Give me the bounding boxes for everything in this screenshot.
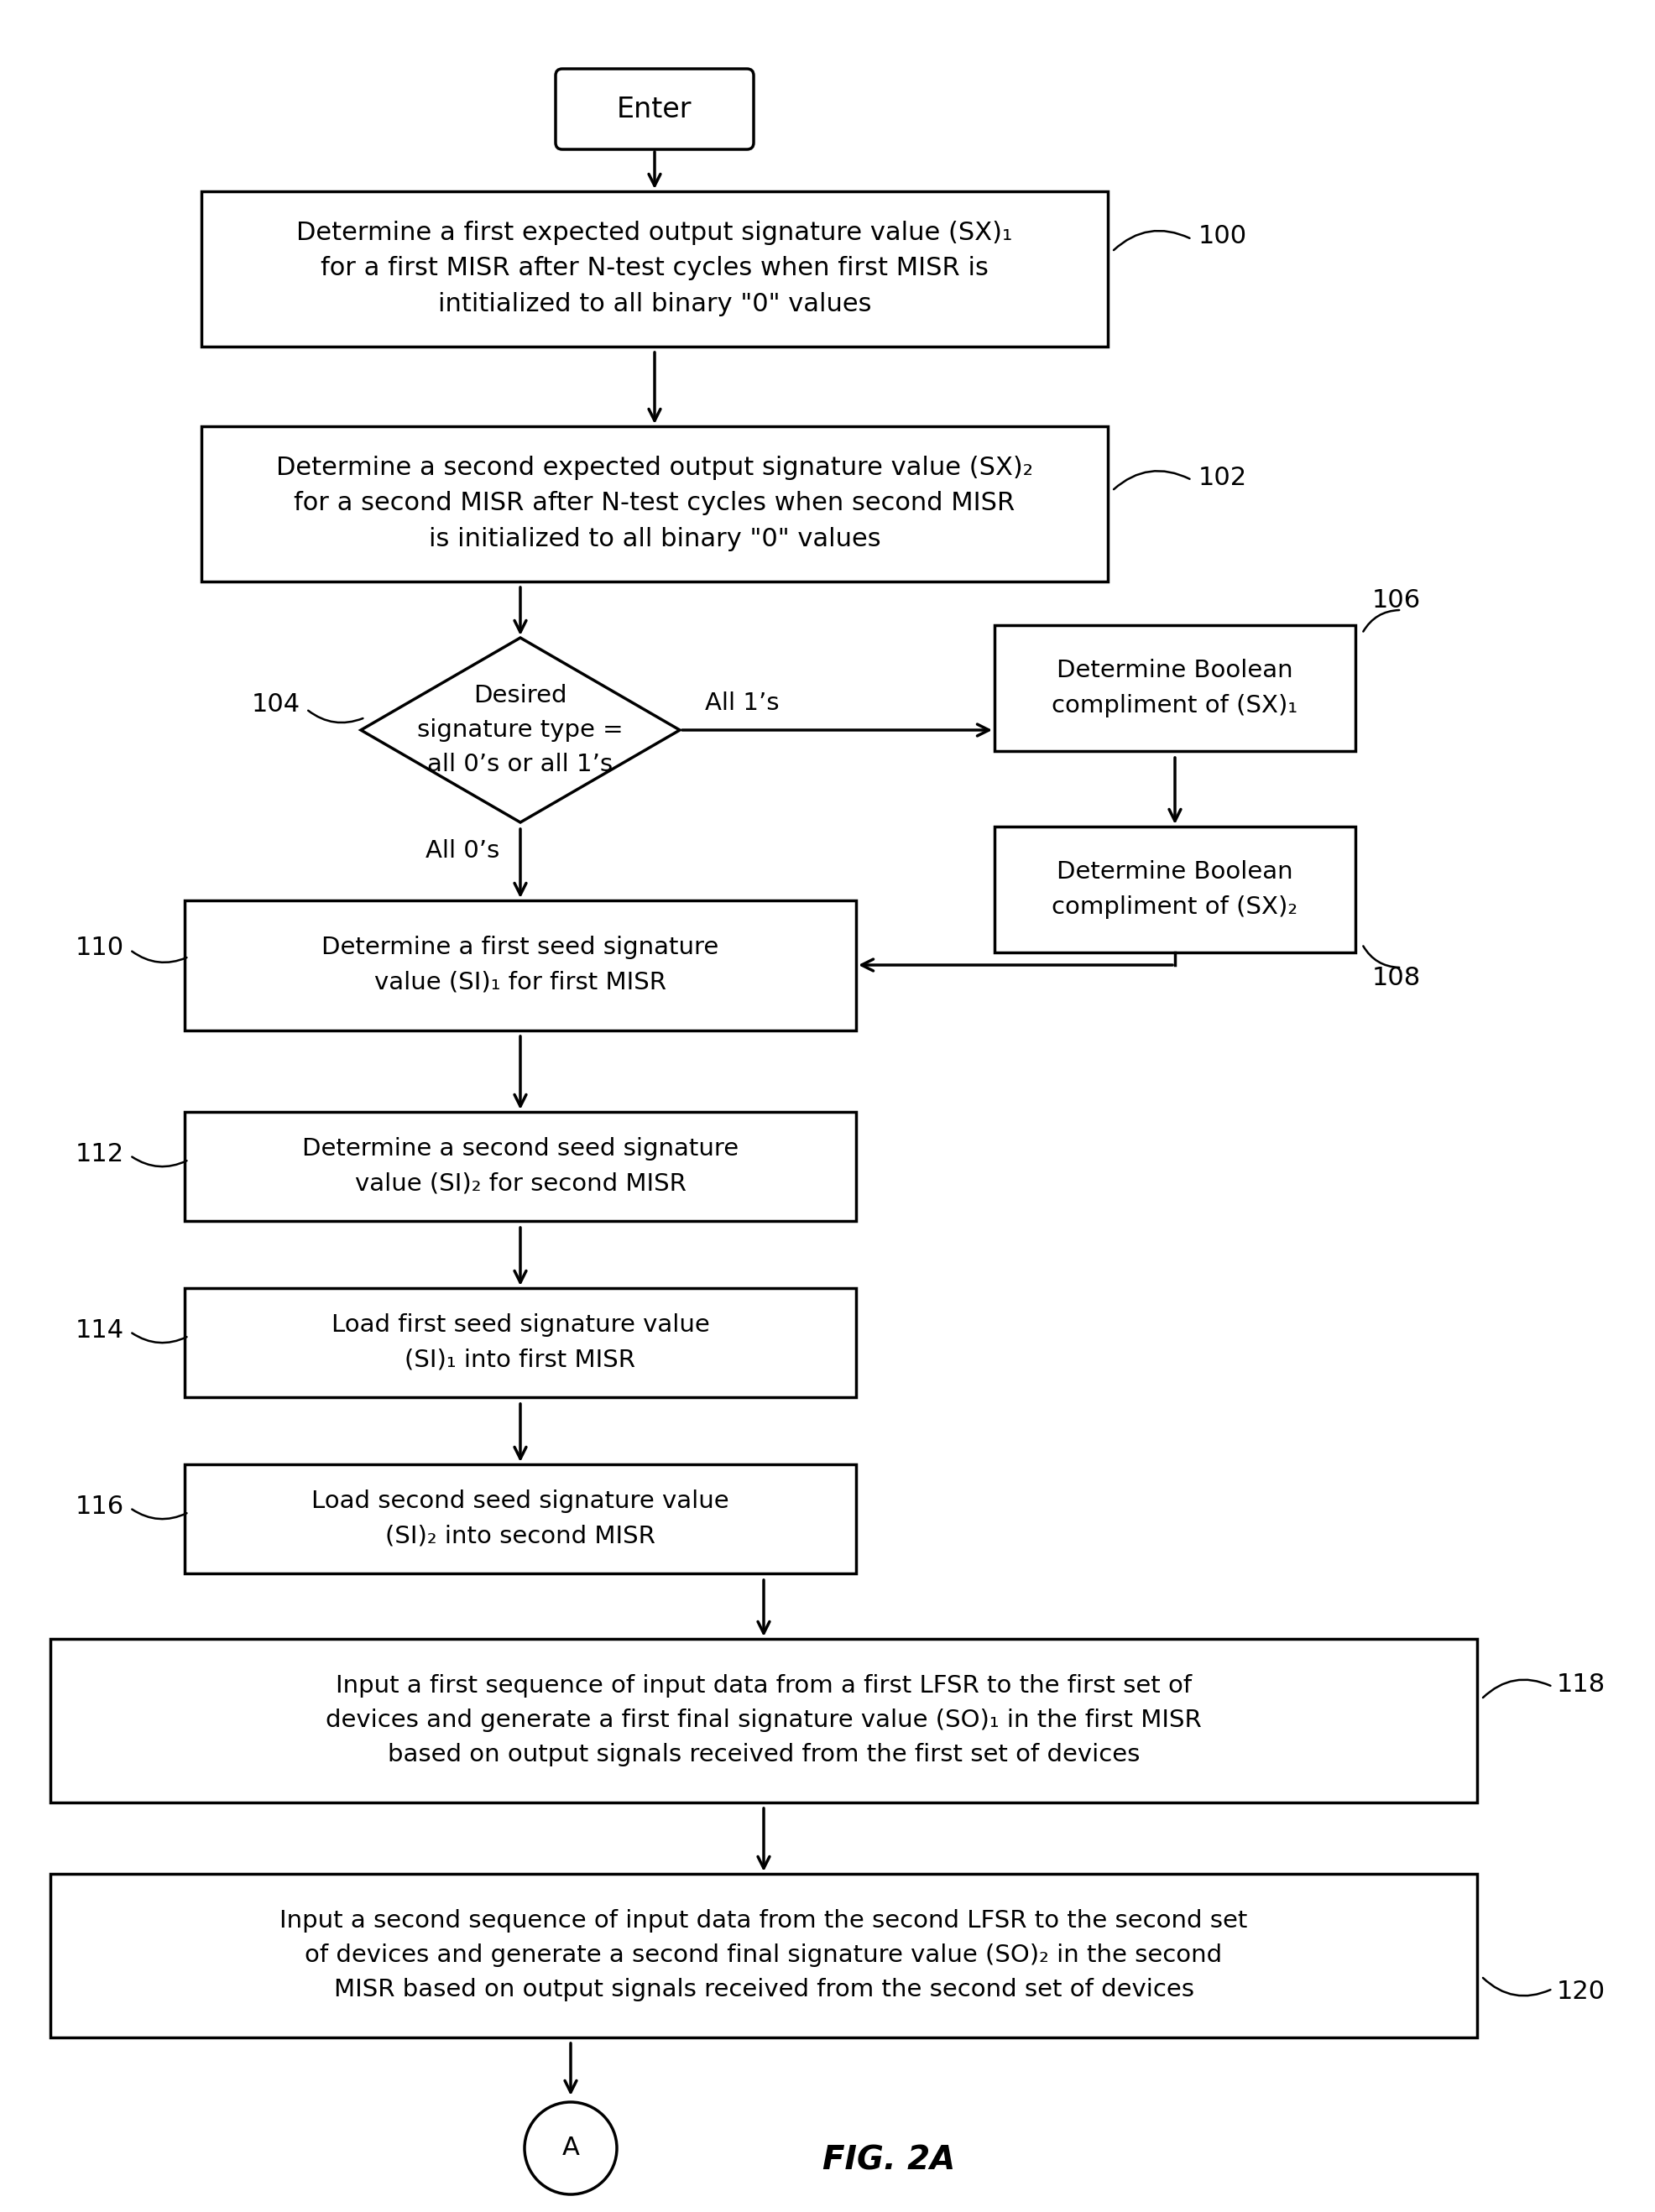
- Text: Determine Boolean
compliment of (SX)₁: Determine Boolean compliment of (SX)₁: [1053, 659, 1298, 717]
- FancyBboxPatch shape: [556, 69, 753, 150]
- FancyBboxPatch shape: [185, 1287, 856, 1398]
- Text: 104: 104: [252, 692, 301, 717]
- FancyBboxPatch shape: [50, 1639, 1476, 1803]
- Text: Input a first sequence of input data from a first LFSR to the first set of
devic: Input a first sequence of input data fro…: [326, 1674, 1202, 1767]
- Text: 118: 118: [1557, 1672, 1605, 1697]
- Text: Determine Boolean
compliment of (SX)₂: Determine Boolean compliment of (SX)₂: [1053, 860, 1298, 918]
- FancyBboxPatch shape: [202, 190, 1107, 345]
- Text: All 0’s: All 0’s: [425, 838, 500, 863]
- Text: 106: 106: [1372, 588, 1422, 613]
- Text: 108: 108: [1372, 964, 1422, 989]
- FancyBboxPatch shape: [202, 427, 1107, 582]
- FancyBboxPatch shape: [185, 1113, 856, 1221]
- Text: 100: 100: [1198, 223, 1248, 248]
- Text: A: A: [563, 2137, 579, 2161]
- Text: Determine a second expected output signature value (SX)₂
for a second MISR after: Determine a second expected output signa…: [276, 456, 1033, 551]
- Text: 112: 112: [76, 1141, 124, 1166]
- Text: All 1’s: All 1’s: [705, 692, 780, 714]
- Text: Determine a first expected output signature value (SX)₁
for a first MISR after N: Determine a first expected output signat…: [296, 221, 1013, 316]
- Text: Desired
signature type =
all 0’s or all 1’s: Desired signature type = all 0’s or all …: [417, 684, 624, 776]
- Text: Enter: Enter: [617, 95, 692, 124]
- FancyBboxPatch shape: [995, 626, 1355, 752]
- FancyBboxPatch shape: [995, 827, 1355, 953]
- Text: Determine a first seed signature
value (SI)₁ for first MISR: Determine a first seed signature value (…: [321, 936, 718, 993]
- FancyBboxPatch shape: [50, 1874, 1476, 2037]
- Polygon shape: [361, 637, 680, 823]
- Circle shape: [525, 2101, 617, 2194]
- Text: Load first seed signature value
(SI)₁ into first MISR: Load first seed signature value (SI)₁ in…: [331, 1314, 710, 1371]
- Text: FIG. 2A: FIG. 2A: [823, 2146, 955, 2177]
- Text: Input a second sequence of input data from the second LFSR to the second set
of : Input a second sequence of input data fr…: [280, 1909, 1248, 2002]
- Text: Load second seed signature value
(SI)₂ into second MISR: Load second seed signature value (SI)₂ i…: [311, 1491, 730, 1548]
- Text: 120: 120: [1557, 1980, 1605, 2004]
- Text: 116: 116: [76, 1493, 124, 1517]
- FancyBboxPatch shape: [185, 900, 856, 1031]
- Text: 114: 114: [76, 1318, 124, 1343]
- FancyBboxPatch shape: [185, 1464, 856, 1573]
- Text: Determine a second seed signature
value (SI)₂ for second MISR: Determine a second seed signature value …: [303, 1137, 738, 1194]
- Text: 102: 102: [1198, 467, 1248, 491]
- Text: 110: 110: [76, 936, 124, 960]
